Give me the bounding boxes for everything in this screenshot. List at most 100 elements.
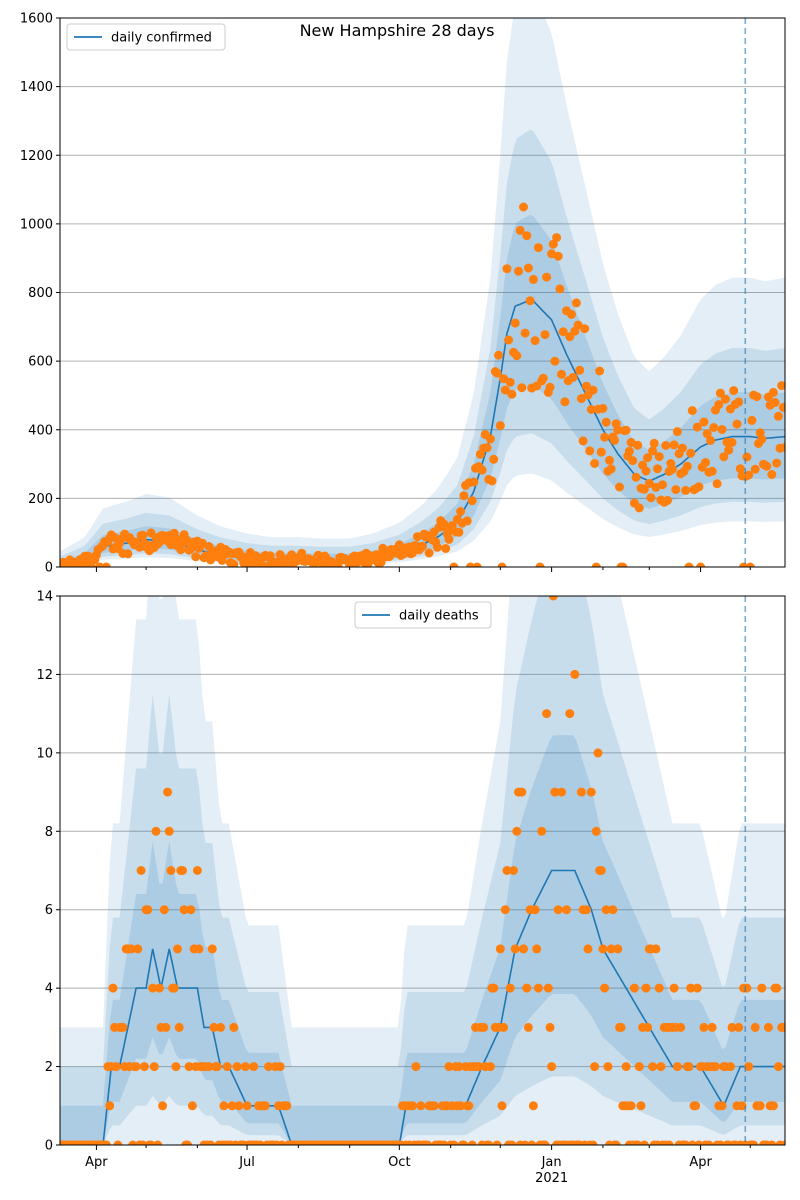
data-point <box>530 905 540 915</box>
data-point <box>510 944 520 954</box>
data-point <box>610 435 619 445</box>
data-point <box>558 327 568 337</box>
data-point <box>472 562 482 567</box>
data-point <box>548 596 558 601</box>
data-point <box>768 1101 778 1111</box>
data-point <box>456 1101 466 1111</box>
data-point <box>161 1022 171 1032</box>
data-point <box>533 983 543 993</box>
data-point <box>520 328 530 338</box>
data-point <box>734 397 744 407</box>
data-point <box>523 1022 533 1032</box>
data-point <box>494 350 504 360</box>
data-point <box>517 787 527 797</box>
data-point <box>621 425 631 435</box>
data-point <box>696 562 706 567</box>
data-point <box>744 1062 754 1072</box>
data-point <box>560 397 570 407</box>
data-point <box>108 983 118 993</box>
x-tick-sublabel: 2021 <box>535 1171 568 1186</box>
data-point <box>424 548 434 558</box>
data-point <box>552 233 562 243</box>
y-tick-label: 600 <box>28 355 53 370</box>
data-point <box>169 983 179 993</box>
data-point <box>717 425 727 434</box>
data-point <box>502 866 512 875</box>
data-point <box>171 1062 181 1072</box>
data-point <box>578 436 588 446</box>
data-point <box>454 527 464 537</box>
data-point <box>719 452 729 462</box>
y-tick-label: 1200 <box>20 149 53 164</box>
data-point <box>772 983 782 993</box>
data-point <box>408 1101 418 1111</box>
data-point <box>530 336 540 346</box>
data-point <box>111 1062 121 1072</box>
data-point <box>643 453 653 463</box>
x-tick-label: Jul <box>238 1155 255 1170</box>
data-point <box>179 905 189 915</box>
data-point <box>474 1062 484 1072</box>
data-point <box>580 324 590 334</box>
data-point <box>608 905 618 915</box>
data-point <box>735 464 745 474</box>
data-point <box>699 417 709 427</box>
data-point <box>699 1022 709 1032</box>
data-point <box>477 465 487 475</box>
data-point <box>573 320 583 330</box>
data-point <box>418 541 427 551</box>
data-point <box>229 1022 239 1032</box>
data-point <box>216 1022 226 1032</box>
data-point <box>194 944 204 954</box>
x-tick-label: Apr <box>689 1155 712 1170</box>
data-point <box>704 1140 714 1145</box>
data-point <box>543 983 553 993</box>
y-tick-label: 12 <box>36 668 53 683</box>
data-point <box>545 1022 555 1032</box>
data-point <box>101 1140 111 1145</box>
data-point <box>118 1022 128 1032</box>
data-point <box>542 272 552 282</box>
data-point <box>128 1140 138 1145</box>
data-point <box>686 983 696 993</box>
data-point <box>598 404 608 413</box>
data-point <box>522 983 532 993</box>
data-point <box>538 373 548 383</box>
data-point <box>484 1140 494 1145</box>
data-point <box>432 542 442 552</box>
data-point <box>777 381 785 391</box>
x-tick-label: Oct <box>388 1155 410 1170</box>
data-point <box>459 491 469 501</box>
data-point <box>603 1062 613 1072</box>
data-point <box>720 394 730 404</box>
data-point <box>163 787 173 797</box>
data-point <box>596 447 606 457</box>
y-tick-label: 0 <box>45 1139 53 1154</box>
chart-title: New Hampshire 28 days <box>300 21 495 40</box>
data-point <box>139 1062 149 1072</box>
plot-area <box>60 596 785 1145</box>
data-point <box>136 866 146 875</box>
data-point <box>613 425 623 435</box>
data-point <box>767 470 777 479</box>
data-point <box>209 1022 219 1032</box>
data-point <box>186 905 196 915</box>
data-point <box>567 309 576 319</box>
data-point <box>692 983 702 993</box>
data-point <box>222 1062 232 1072</box>
data-point <box>583 944 593 954</box>
uncertainty-band <box>60 735 785 1145</box>
data-point <box>123 549 133 559</box>
data-point <box>669 440 679 450</box>
data-point <box>601 905 611 915</box>
x-tick-label: Jan <box>541 1155 562 1170</box>
data-point <box>780 1140 785 1145</box>
y-tick-label: 1000 <box>20 217 53 232</box>
data-point <box>780 443 785 452</box>
data-point <box>206 1140 216 1145</box>
data-point <box>153 1140 163 1145</box>
data-point <box>757 434 767 444</box>
data-point <box>752 392 762 402</box>
data-point <box>105 1101 115 1111</box>
